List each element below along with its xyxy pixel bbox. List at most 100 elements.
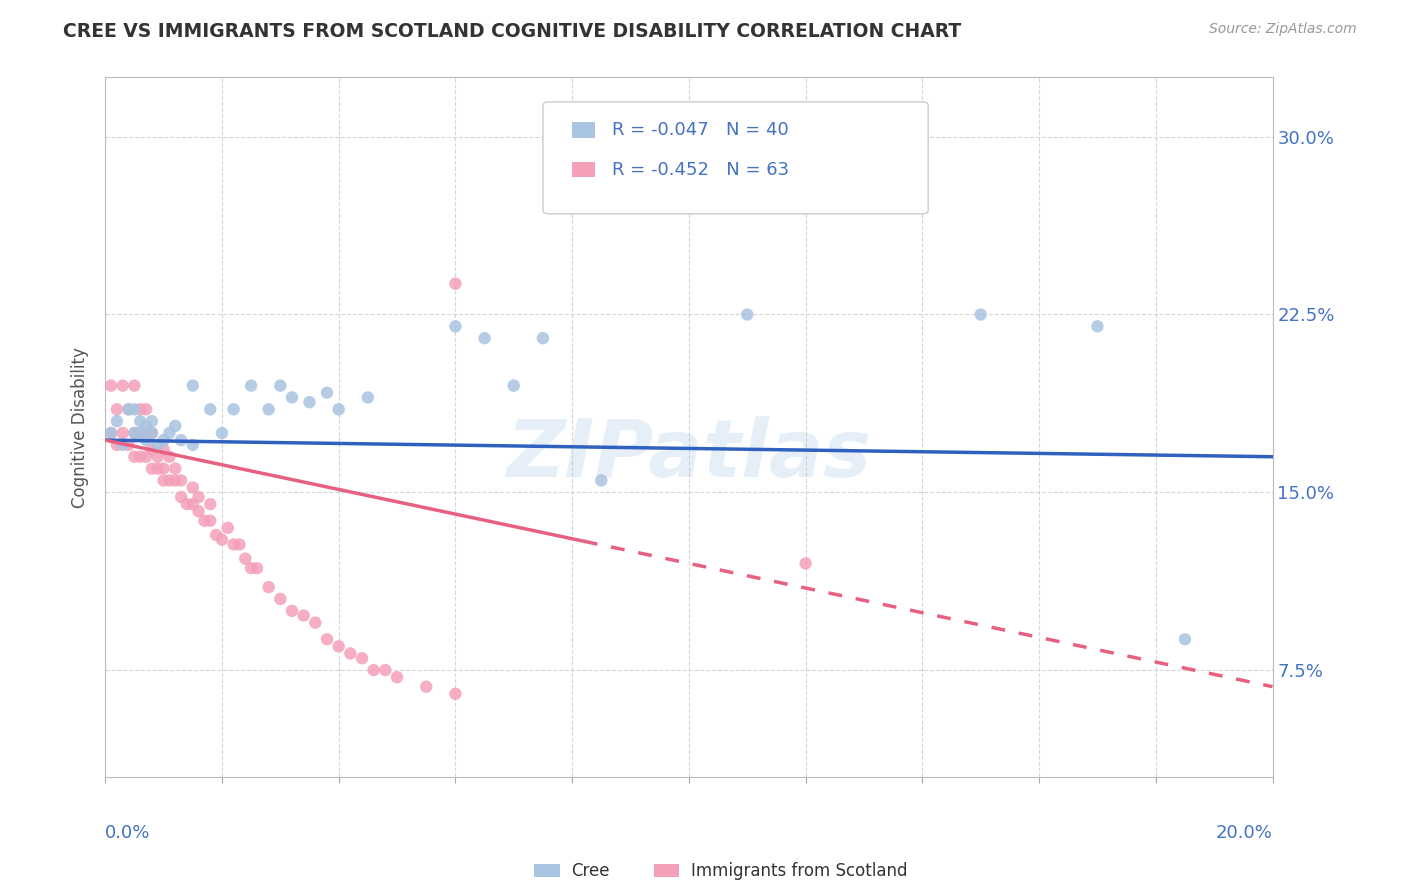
Point: [328, 402, 350, 417]
Point: [146, 450, 169, 464]
Text: 20.0%: 20.0%: [1216, 824, 1272, 842]
Point: [165, 461, 187, 475]
Point: [157, 474, 180, 488]
Point: [474, 331, 496, 345]
Point: [152, 433, 174, 447]
Point: [117, 438, 139, 452]
Point: [363, 663, 385, 677]
Point: [211, 425, 233, 440]
Point: [200, 497, 222, 511]
Point: [117, 402, 139, 417]
Point: [193, 514, 215, 528]
Point: [181, 378, 204, 392]
Point: [269, 591, 291, 606]
Point: [246, 561, 269, 575]
Y-axis label: Cognitive Disability: Cognitive Disability: [72, 347, 89, 508]
Point: [117, 402, 139, 417]
Point: [339, 647, 361, 661]
Text: CREE VS IMMIGRANTS FROM SCOTLAND COGNITIVE DISABILITY CORRELATION CHART: CREE VS IMMIGRANTS FROM SCOTLAND COGNITI…: [63, 22, 962, 41]
Point: [135, 425, 157, 440]
Point: [152, 442, 174, 457]
Point: [240, 561, 263, 575]
Point: [181, 438, 204, 452]
Point: [135, 402, 157, 417]
Point: [374, 663, 396, 677]
Point: [233, 551, 256, 566]
Point: [1087, 319, 1109, 334]
Text: Cree: Cree: [571, 862, 610, 880]
Point: [970, 308, 993, 322]
Point: [316, 632, 339, 647]
Point: [124, 402, 146, 417]
Point: [444, 319, 467, 334]
Point: [257, 580, 280, 594]
Point: [444, 687, 467, 701]
Text: R = -0.047   N = 40: R = -0.047 N = 40: [612, 121, 789, 139]
FancyBboxPatch shape: [572, 162, 595, 178]
Point: [200, 402, 222, 417]
Point: [292, 608, 315, 623]
Point: [129, 414, 152, 428]
Point: [222, 537, 245, 551]
Point: [157, 425, 180, 440]
Point: [152, 461, 174, 475]
Point: [170, 490, 193, 504]
Point: [217, 521, 239, 535]
Point: [129, 425, 152, 440]
Point: [129, 402, 152, 417]
Point: [222, 402, 245, 417]
Point: [170, 474, 193, 488]
Point: [298, 395, 321, 409]
FancyBboxPatch shape: [543, 102, 928, 214]
Point: [141, 425, 163, 440]
Point: [124, 425, 146, 440]
Point: [176, 497, 198, 511]
Point: [165, 418, 187, 433]
Point: [357, 391, 380, 405]
Point: [415, 680, 437, 694]
Point: [181, 481, 204, 495]
Point: [146, 438, 169, 452]
Point: [105, 402, 128, 417]
Text: Immigrants from Scotland: Immigrants from Scotland: [690, 862, 907, 880]
Point: [328, 640, 350, 654]
Point: [794, 557, 817, 571]
Point: [129, 425, 152, 440]
Point: [269, 378, 291, 392]
Text: R = -0.452   N = 63: R = -0.452 N = 63: [612, 161, 789, 178]
Point: [304, 615, 326, 630]
Point: [152, 474, 174, 488]
Point: [157, 450, 180, 464]
Point: [100, 425, 122, 440]
Point: [187, 490, 209, 504]
Point: [111, 425, 134, 440]
Point: [240, 378, 263, 392]
Point: [135, 450, 157, 464]
Point: [735, 308, 758, 322]
Point: [124, 425, 146, 440]
Point: [281, 391, 304, 405]
Point: [228, 537, 250, 551]
Point: [281, 604, 304, 618]
Point: [385, 670, 408, 684]
Point: [105, 414, 128, 428]
Point: [146, 461, 169, 475]
Point: [257, 402, 280, 417]
Point: [141, 461, 163, 475]
Point: [170, 433, 193, 447]
Point: [591, 474, 613, 488]
Point: [648, 201, 671, 215]
Point: [111, 438, 134, 452]
Point: [124, 450, 146, 464]
Text: Source: ZipAtlas.com: Source: ZipAtlas.com: [1209, 22, 1357, 37]
Point: [1174, 632, 1197, 647]
Point: [444, 277, 467, 291]
Point: [211, 533, 233, 547]
Point: [141, 414, 163, 428]
Point: [135, 433, 157, 447]
Point: [531, 331, 554, 345]
Text: ZIPatlas: ZIPatlas: [506, 416, 872, 494]
Point: [129, 450, 152, 464]
Point: [187, 504, 209, 518]
Point: [124, 378, 146, 392]
